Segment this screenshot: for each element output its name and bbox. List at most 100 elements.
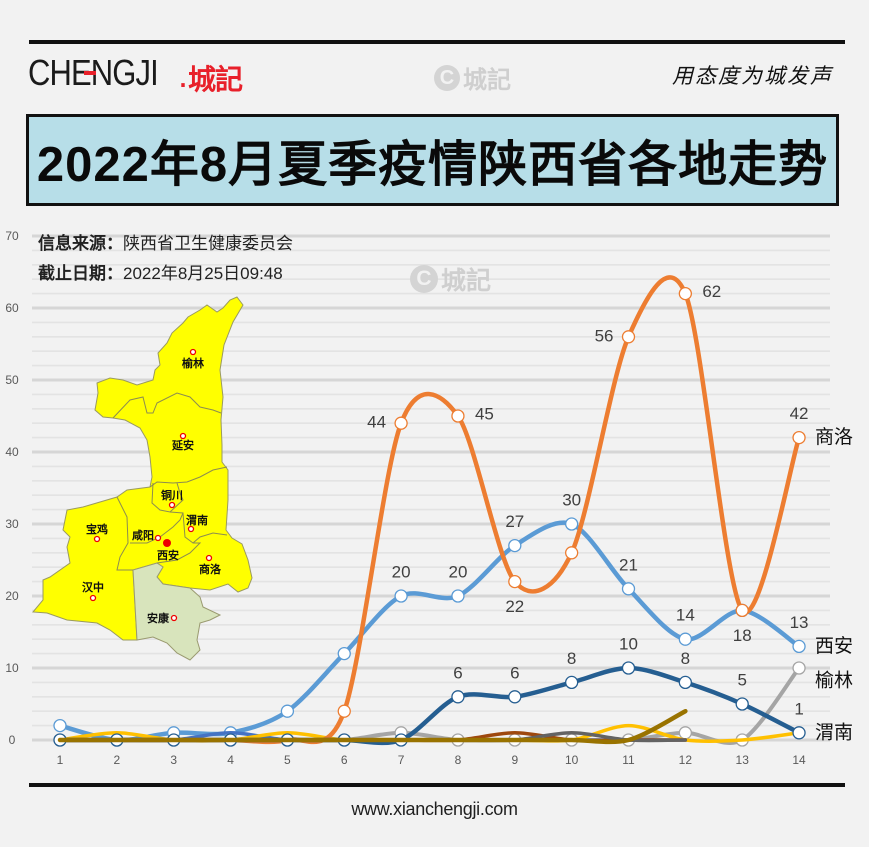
data-point-marker [621, 661, 636, 675]
x-tick-label: 10 [565, 753, 579, 767]
data-point-marker [735, 697, 749, 711]
watermark-text: 城記 [441, 267, 492, 295]
city-marker-xianyang [154, 534, 162, 542]
y-tick-label: 10 [5, 661, 19, 675]
x-tick-label: 6 [341, 753, 348, 767]
data-point-marker [451, 690, 465, 704]
data-label: 44 [367, 413, 386, 432]
data-point-marker [678, 632, 692, 646]
x-tick-label: 1 [57, 753, 64, 767]
city-label: 榆林 [182, 356, 204, 370]
data-label: 10 [619, 635, 638, 654]
watermark: C 城記 [434, 60, 511, 95]
data-point-marker [792, 726, 806, 740]
data-label: 8 [681, 649, 690, 668]
city-marker-yanan [179, 432, 187, 440]
data-label: 5 [737, 671, 746, 690]
data-point-marker [280, 704, 295, 718]
data-point-marker [337, 646, 351, 661]
website-url: www.xianchengji.com [351, 799, 518, 819]
logo-dot: . [178, 54, 189, 95]
y-tick-label: 40 [5, 445, 19, 459]
data-point-marker [621, 330, 636, 344]
city-marker-baoji [93, 535, 101, 543]
y-tick-label: 0 [9, 733, 16, 747]
y-tick-label: 60 [5, 301, 19, 315]
data-label: 62 [702, 282, 721, 301]
slogan: 用态度为城发声 [672, 64, 833, 88]
city-label: 安康 [147, 611, 170, 625]
data-point-marker [678, 726, 692, 740]
data-point-marker [678, 675, 692, 690]
data-label: 20 [448, 563, 467, 582]
city-marker-yulin [189, 348, 197, 356]
data-point-marker [792, 661, 806, 675]
x-tick-label: 9 [511, 753, 518, 767]
data-point-marker [508, 538, 522, 553]
capital-marker-xian [163, 539, 171, 547]
watermark: C 城記 [410, 261, 491, 297]
watermark-c-icon: C [434, 64, 460, 91]
series-商洛 [57, 275, 806, 745]
data-label: 6 [453, 663, 462, 682]
data-point-marker [678, 286, 692, 301]
series-end-label: 榆林 [815, 670, 853, 692]
city-marker-tongchuan [168, 501, 176, 509]
source-label: 信息来源： [38, 234, 123, 253]
data-label: 30 [562, 491, 581, 510]
data-point-marker [735, 603, 749, 618]
city-marker-hanzhong [89, 594, 97, 602]
y-tick-label: 50 [5, 373, 19, 387]
data-label: 21 [619, 555, 638, 574]
x-tick-label: 3 [170, 753, 177, 767]
chart-labels: 榆林 20 20 27 30 21 14 13 西安 44 45 22 56 62 18 42 商洛 6 6 8 10 8… [367, 282, 853, 743]
city-label: 西安 [157, 548, 179, 562]
data-label: 56 [595, 326, 614, 345]
y-tick-label: 30 [5, 517, 19, 531]
title-banner: 2022年8月夏季疫情陕西省各地走势 [26, 114, 839, 206]
city-label: 渭南 [186, 513, 208, 527]
x-tick-label: 8 [455, 753, 462, 767]
data-label: 42 [790, 404, 809, 423]
series-line [57, 275, 802, 745]
data-point-marker [394, 416, 408, 430]
city-labels: 榆林 延安 铜川 渭南 宝鸡 咸阳 西安 商洛 汉中 安康 [82, 356, 222, 625]
data-label: 22 [505, 597, 524, 616]
data-point-marker [621, 582, 636, 596]
top-rule [29, 40, 845, 44]
data-point-marker [508, 574, 522, 589]
city-marker-shangluo [205, 554, 213, 562]
series-other-8 [57, 708, 688, 745]
data-point-marker [337, 704, 351, 718]
series-end-label: 商洛 [815, 426, 853, 448]
region-borders [112, 392, 228, 571]
data-label: 6 [510, 663, 519, 682]
series-line [57, 520, 802, 743]
x-tick-label: 2 [114, 753, 121, 767]
ankang-region [132, 562, 222, 661]
city-marker-ankang [170, 614, 178, 622]
city-label: 商洛 [199, 562, 222, 576]
logo-chinese: 城記 [188, 64, 243, 95]
y-tick-label: 20 [5, 589, 19, 603]
province-outline [31, 296, 253, 641]
series-end-label: 西安 [815, 635, 853, 657]
data-point-marker [792, 430, 806, 445]
data-label: 27 [505, 512, 524, 531]
x-tick-label: 14 [792, 753, 806, 767]
brand-logo: CHENGJI . 城記 [28, 52, 243, 95]
city-label: 汉中 [82, 580, 104, 594]
data-point-marker [565, 517, 579, 531]
data-label: 8 [567, 649, 576, 668]
data-point-marker [565, 675, 579, 690]
watermark-c-icon: C [410, 265, 438, 293]
data-label: 45 [475, 405, 494, 424]
data-label: 1 [794, 699, 803, 718]
date-value: 2022年8月25日09:48 [123, 264, 283, 283]
data-label: 14 [676, 606, 695, 625]
x-tick-label: 5 [284, 753, 291, 767]
series-line [57, 708, 688, 745]
city-markers [89, 348, 213, 622]
series-end-label: 渭南 [815, 721, 853, 743]
